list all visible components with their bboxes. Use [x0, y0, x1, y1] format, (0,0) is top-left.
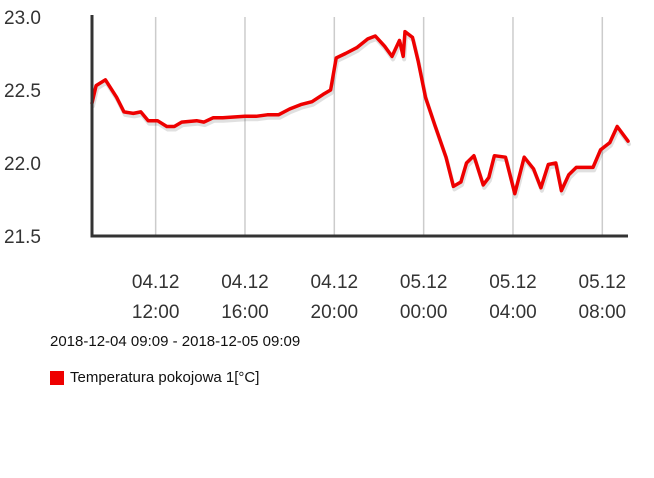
- series-layer: [90, 29, 631, 199]
- x-tick-label-time: 20:00: [311, 302, 359, 323]
- y-tick-label: 23.0: [4, 8, 41, 29]
- y-tick-label: 22.0: [4, 154, 41, 175]
- temperature-line-chart: 21.522.022.523.0 04.1212:0004.1216:0004.…: [4, 8, 631, 323]
- x-tick-label-time: 00:00: [400, 302, 448, 323]
- x-tick-label-time: 12:00: [132, 302, 180, 323]
- x-tick-label-time: 04:00: [489, 302, 537, 323]
- x-tick-label-date: 04.12: [221, 272, 269, 293]
- y-axis-ticks: 21.5 22.0 22.5 23.0: [4, 8, 41, 248]
- legend-label: Temperatura pokojowa 1[°C]: [70, 369, 260, 386]
- date-range-label: 2018-12-04 09:09 - 2018-12-05 09:09: [50, 333, 301, 350]
- x-tick-label-date: 05.12: [489, 272, 537, 293]
- x-axis-ticks: 04.12 12:00 04.12 16:00 04.12 20:00 05.12 00:00…: [132, 272, 626, 323]
- grid-lines: [154, 17, 604, 236]
- y-tick-label: 21.5: [4, 227, 41, 248]
- x-tick-label-date: 04.12: [132, 272, 180, 293]
- series-line-shadow: [91, 32, 631, 199]
- chart-legend[interactable]: Temperatura pokojowa 1[°C]: [50, 369, 259, 386]
- x-tick-label-time: 16:00: [221, 302, 269, 323]
- x-tick-label-time: 08:00: [579, 302, 627, 323]
- series-line-temperatura: [90, 29, 630, 196]
- x-tick-label-date: 05.12: [400, 272, 448, 293]
- legend-color-swatch: [50, 370, 64, 385]
- x-tick-label-date: 04.12: [311, 272, 359, 293]
- x-tick-label-date: 05.12: [579, 272, 627, 293]
- y-tick-label: 22.5: [4, 81, 41, 102]
